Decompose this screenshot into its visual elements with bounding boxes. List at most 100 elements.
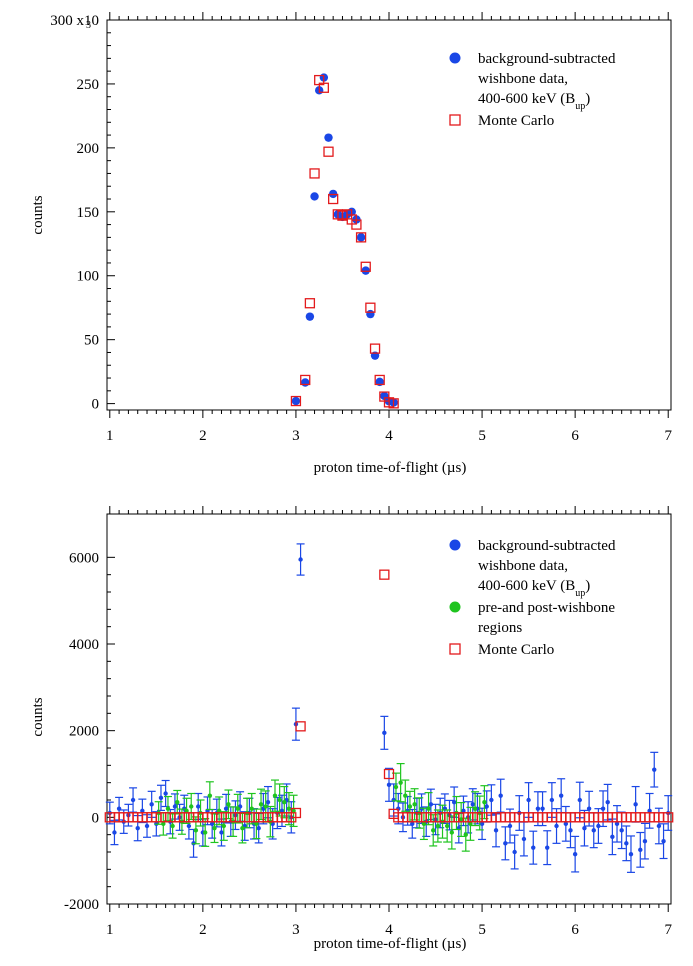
bottom-chart-point-background-subtracted-wishbone-data-400-600-kev-bup xyxy=(186,823,192,829)
bottom-chart-point-background-subtracted-wishbone-data-400-600-kev-bup xyxy=(624,841,629,846)
bottom-chart-point-pre-and-post-wishbone-regions xyxy=(277,797,282,803)
bottom-chart-point-background-subtracted-wishbone-data-400-600-kev-bup xyxy=(386,782,392,788)
bottom-chart-xlabel: proton time-of-flight (µs) xyxy=(314,936,467,952)
bottom-chart-legend-label-blue: background-subtracted xyxy=(478,538,616,554)
top-chart-point-background-subtracted-wishbone-data-400-600-kev-bup xyxy=(301,378,310,387)
bottom-chart-point-background-subtracted-wishbone-data-400-600-kev-bup xyxy=(647,808,652,814)
bottom-chart-point-pre-and-post-wishbone-regions xyxy=(189,804,194,809)
bottom-chart-point-pre-and-post-wishbone-regions xyxy=(426,806,431,811)
bottom-chart-point-background-subtracted-wishbone-data-400-600-kev-bup xyxy=(577,797,582,803)
bottom-chart-point-background-subtracted-wishbone-data-400-600-kev-bup xyxy=(535,806,541,811)
bottom-chart-point-background-subtracted-wishbone-data-400-600-kev-bup xyxy=(633,802,638,807)
bottom-chart-point-background-subtracted-wishbone-data-400-600-kev-bup xyxy=(568,828,573,833)
bottom-chart-point-pre-and-post-wishbone-regions xyxy=(403,793,408,798)
bottom-chart-point-pre-and-post-wishbone-regions xyxy=(202,830,208,835)
top-chart-point-monte-carlo xyxy=(309,168,320,179)
top-chart-point-background-subtracted-wishbone-data-400-600-kev-bup xyxy=(305,312,315,321)
bottom-chart-point-background-subtracted-wishbone-data-400-600-kev-bup xyxy=(600,806,606,811)
bottom-chart-ytick-label: -2000 xyxy=(64,897,99,913)
bottom-chart-point-pre-and-post-wishbone-regions xyxy=(286,806,292,811)
bottom-chart-point-background-subtracted-wishbone-data-400-600-kev-bup xyxy=(484,804,489,809)
bottom-chart-point-pre-and-post-wishbone-regions xyxy=(291,808,296,814)
bottom-chart-point-pre-and-post-wishbone-regions xyxy=(212,825,217,831)
bottom-chart-point-background-subtracted-wishbone-data-400-600-kev-bup xyxy=(558,793,564,798)
bottom-chart-point-pre-and-post-wishbone-regions xyxy=(398,780,403,785)
bottom-chart-point-pre-and-post-wishbone-regions xyxy=(193,828,199,833)
bottom-chart-point-background-subtracted-wishbone-data-400-600-kev-bup xyxy=(661,838,666,844)
top-chart-ytick-label: 300 x10 xyxy=(50,13,99,29)
bottom-chart-point-background-subtracted-wishbone-data-400-600-kev-bup xyxy=(619,828,624,833)
top-chart-legend-marker-red xyxy=(449,114,461,126)
bottom-chart-point-background-subtracted-wishbone-data-400-600-kev-bup xyxy=(642,838,648,844)
bottom-chart-point-background-subtracted-wishbone-data-400-600-kev-bup xyxy=(531,845,536,850)
bottom-chart-point-background-subtracted-wishbone-data-400-600-kev-bup xyxy=(163,791,168,796)
bottom-chart-point-background-subtracted-wishbone-data-400-600-kev-bup xyxy=(526,797,531,803)
bottom-chart-point-background-subtracted-wishbone-data-400-600-kev-bup xyxy=(610,834,615,840)
bottom-chart-point-background-subtracted-wishbone-data-400-600-kev-bup xyxy=(298,557,303,562)
bottom-chart-point-pre-and-post-wishbone-regions xyxy=(482,799,487,805)
top-chart-xtick-label: 6 xyxy=(571,428,579,444)
bottom-chart-point-background-subtracted-wishbone-data-400-600-kev-bup xyxy=(382,730,387,736)
bottom-chart-point-background-subtracted-wishbone-data-400-600-kev-bup xyxy=(545,845,550,850)
bottom-chart-point-background-subtracted-wishbone-data-400-600-kev-bup xyxy=(140,808,145,814)
bottom-chart-xtick-label: 4 xyxy=(385,922,393,938)
bottom-chart-legend-marker-blue xyxy=(449,539,461,551)
top-chart-xtick-label: 2 xyxy=(199,428,207,444)
top-chart-point-background-subtracted-wishbone-data-400-600-kev-bup xyxy=(324,133,333,142)
top-chart-plot-frame xyxy=(106,19,672,411)
bottom-chart-point-background-subtracted-wishbone-data-400-600-kev-bup xyxy=(144,823,150,829)
top-chart-xtick-label: 7 xyxy=(664,428,672,444)
bottom-chart-point-background-subtracted-wishbone-data-400-600-kev-bup xyxy=(605,799,610,805)
top-chart-point-monte-carlo xyxy=(351,219,362,230)
bottom-chart-point-background-subtracted-wishbone-data-400-600-kev-bup xyxy=(638,847,643,853)
bottom-chart-legend-marker-green xyxy=(449,601,461,613)
bottom-chart-point-monte-carlo xyxy=(295,721,306,732)
bottom-chart-xtick-label: 7 xyxy=(664,922,672,938)
bottom-chart-point-background-subtracted-wishbone-data-400-600-kev-bup xyxy=(507,823,513,829)
top-chart-legend-label-red: Monte Carlo xyxy=(478,113,554,129)
top-chart-legend-label-blue: wishbone data, xyxy=(478,71,568,87)
bottom-chart-point-background-subtracted-wishbone-data-400-600-kev-bup xyxy=(521,836,527,842)
bottom-chart-point-pre-and-post-wishbone-regions xyxy=(165,806,171,811)
bottom-chart-point-monte-carlo xyxy=(663,812,674,823)
top-chart-point-monte-carlo xyxy=(300,374,311,386)
top-chart-point-background-subtracted-wishbone-data-400-600-kev-bup xyxy=(361,266,370,275)
bottom-chart-xtick-label: 1 xyxy=(106,922,114,938)
bottom-chart-point-background-subtracted-wishbone-data-400-600-kev-bup xyxy=(614,821,620,827)
top-chart-xtick-label: 5 xyxy=(478,428,486,444)
bottom-chart-ylabel: counts xyxy=(30,697,46,736)
bottom-chart-point-background-subtracted-wishbone-data-400-600-kev-bup xyxy=(554,823,559,829)
bottom-chart-point-background-subtracted-wishbone-data-400-600-kev-bup xyxy=(279,808,285,814)
bottom-chart-legend-label-blue: wishbone data, xyxy=(478,558,568,574)
top-chart-point-monte-carlo xyxy=(365,302,376,313)
bottom-chart-point-background-subtracted-wishbone-data-400-600-kev-bup xyxy=(265,799,271,805)
bottom-chart-point-background-subtracted-wishbone-data-400-600-kev-bup xyxy=(493,828,499,833)
top-chart-ytick-label: 250 xyxy=(77,77,100,93)
bottom-chart-point-background-subtracted-wishbone-data-400-600-kev-bup xyxy=(563,821,569,827)
bottom-chart-point-background-subtracted-wishbone-data-400-600-kev-bup xyxy=(219,830,224,835)
bottom-chart-xtick-label: 2 xyxy=(199,922,207,938)
bottom-chart-point-background-subtracted-wishbone-data-400-600-kev-bup xyxy=(410,821,415,827)
bottom-chart-point-monte-carlo xyxy=(383,768,395,780)
bottom-chart-point-pre-and-post-wishbone-regions xyxy=(184,808,189,814)
bottom-chart-ytick-label: 2000 xyxy=(69,724,99,740)
top-chart-ytick-exponent: 3 xyxy=(86,20,91,31)
top-chart-ytick-label: 150 xyxy=(77,205,100,221)
bottom-chart-point-background-subtracted-wishbone-data-400-600-kev-bup xyxy=(503,841,508,846)
bottom-chart-point-background-subtracted-wishbone-data-400-600-kev-bup xyxy=(223,806,229,811)
bottom-chart-point-pre-and-post-wishbone-regions xyxy=(431,828,436,833)
top-chart-point-monte-carlo xyxy=(388,398,399,409)
bottom-chart-point-background-subtracted-wishbone-data-400-600-kev-bup xyxy=(498,793,503,798)
top-chart-point-background-subtracted-wishbone-data-400-600-kev-bup xyxy=(356,233,366,242)
bottom-chart-ytick-label: 6000 xyxy=(69,550,99,566)
bottom-chart-point-monte-carlo xyxy=(290,807,302,819)
top-chart-xtick-label: 4 xyxy=(385,428,393,444)
bottom-chart-point-pre-and-post-wishbone-regions xyxy=(263,804,268,809)
bottom-chart-point-pre-and-post-wishbone-regions xyxy=(226,802,231,807)
bottom-chart-legend-marker-red xyxy=(449,643,461,655)
top-chart-point-monte-carlo xyxy=(369,343,381,354)
bottom-chart-legend-label-blue: 400-600 keV (Bup) xyxy=(478,578,590,599)
bottom-chart-point-background-subtracted-wishbone-data-400-600-kev-bup xyxy=(628,851,634,857)
top-chart-point-background-subtracted-wishbone-data-400-600-kev-bup xyxy=(291,396,301,406)
bottom-chart-point-pre-and-post-wishbone-regions xyxy=(282,799,287,805)
